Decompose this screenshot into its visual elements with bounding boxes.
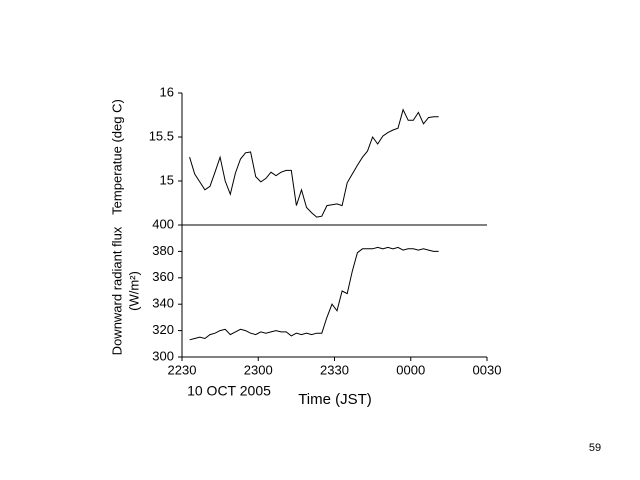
page-number: 59 — [589, 442, 601, 454]
data-line — [189, 108, 439, 218]
x-tick-label: 0030 — [473, 362, 502, 377]
y-tick-label: 300 — [152, 348, 174, 363]
y-axis-label: (W/m²) — [126, 271, 141, 311]
annotation: 10 OCT 2005 — [187, 383, 271, 399]
y-tick-label: 340 — [152, 296, 174, 311]
y-axis-label: Downward radiant flux — [109, 226, 124, 355]
y-tick-label: 15.5 — [149, 128, 174, 143]
y-tick-label: 400 — [152, 216, 174, 231]
y-tick-label: 15 — [160, 172, 174, 187]
y-axis-label: Temperatue (deg C) — [109, 99, 124, 215]
x-axis-label: Time (JST) — [298, 391, 372, 408]
y-tick-label: 380 — [152, 243, 174, 258]
x-tick-label: 2300 — [244, 362, 273, 377]
x-tick-label: 2230 — [168, 362, 197, 377]
y-tick-label: 320 — [152, 322, 174, 337]
x-tick-label: 0000 — [396, 362, 425, 377]
x-tick-label: 2330 — [320, 362, 349, 377]
y-tick-label: 360 — [152, 269, 174, 284]
y-tick-label: 16 — [160, 84, 174, 99]
data-line — [189, 246, 439, 341]
